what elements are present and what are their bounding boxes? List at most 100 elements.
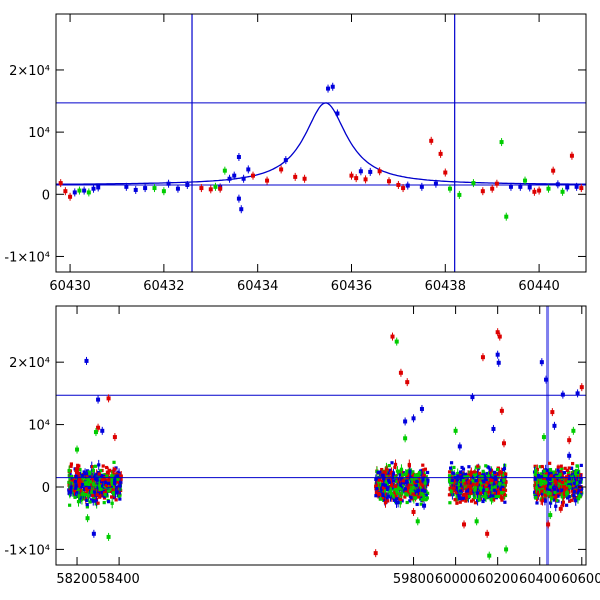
noise-point: [455, 485, 459, 489]
noise-point: [90, 465, 95, 469]
noise-point: [465, 477, 469, 481]
noise-point: [558, 472, 562, 476]
noise-point: [404, 472, 408, 476]
noise-point: [88, 483, 92, 487]
data-point: [106, 396, 111, 401]
noise-point: [489, 494, 493, 498]
noise-point: [574, 499, 578, 503]
noise-point: [396, 471, 401, 475]
noise-point: [492, 477, 496, 481]
noise-point: [101, 464, 105, 468]
noise-point: [85, 480, 89, 485]
noise-point: [392, 479, 396, 483]
noise-point: [113, 491, 118, 495]
noise-point: [406, 487, 410, 491]
noise-point: [92, 490, 97, 494]
data-point: [246, 167, 251, 172]
noise-point: [491, 496, 495, 500]
noise-point: [111, 492, 116, 496]
noise-point: [380, 479, 385, 483]
noise-point: [425, 481, 429, 485]
noise-point: [533, 477, 537, 481]
noise-point: [383, 498, 387, 503]
noise-point: [538, 478, 542, 482]
noise-point: [501, 487, 506, 492]
noise-point: [84, 485, 88, 489]
noise-point: [540, 484, 544, 489]
noise-point: [484, 488, 489, 492]
noise-point: [448, 470, 452, 474]
noise-point: [543, 493, 547, 497]
data-point: [560, 189, 565, 194]
noise-point: [533, 490, 537, 494]
data-point: [85, 516, 90, 521]
noise-point: [554, 504, 558, 508]
noise-point: [106, 481, 111, 485]
y-tick-label: -1×10⁴: [4, 250, 50, 265]
zoom-window-band: [546, 306, 550, 565]
noise-point: [500, 491, 504, 495]
noise-point: [399, 467, 404, 471]
noise-point: [385, 487, 390, 492]
data-point: [443, 170, 448, 175]
noise-point: [450, 478, 454, 482]
noise-point: [110, 501, 114, 505]
data-point: [551, 168, 556, 173]
noise-point: [560, 495, 565, 499]
noise-point: [382, 476, 386, 481]
data-point: [398, 370, 403, 375]
noise-point: [405, 469, 409, 473]
noise-point: [103, 489, 107, 493]
noise-point: [88, 474, 92, 478]
noise-point: [491, 480, 495, 485]
noise-point: [115, 490, 119, 494]
data-point: [429, 138, 434, 143]
data-point: [504, 214, 509, 219]
noise-point: [483, 492, 487, 496]
noise-point: [77, 494, 81, 498]
noise-point: [460, 465, 464, 470]
data-point: [330, 84, 335, 89]
noise-point: [386, 471, 390, 475]
noise-point: [96, 501, 100, 505]
noise-point: [99, 473, 104, 478]
noise-point: [80, 496, 84, 500]
noise-point: [382, 474, 386, 478]
noise-point: [548, 477, 552, 481]
noise-point: [463, 481, 467, 485]
noise-point: [71, 490, 75, 494]
noise-point: [76, 490, 80, 495]
noise-point: [419, 502, 423, 506]
noise-point: [447, 493, 452, 497]
noise-point: [393, 462, 398, 467]
noise-point: [404, 479, 409, 483]
data-point: [363, 177, 368, 182]
noise-point: [67, 468, 71, 473]
noise-point: [69, 464, 73, 468]
noise-point: [393, 490, 397, 494]
noise-point: [472, 470, 476, 474]
noise-point: [477, 495, 481, 499]
y-tick-label: 2×10⁴: [9, 64, 50, 79]
noise-point: [98, 495, 102, 499]
noise-point: [405, 481, 409, 485]
noise-point: [578, 486, 582, 490]
data-point: [550, 410, 555, 415]
noise-point: [567, 466, 571, 470]
data-point: [394, 339, 399, 344]
noise-point: [382, 489, 387, 493]
noise-point: [494, 494, 498, 499]
noise-point: [542, 490, 546, 494]
noise-point: [565, 482, 569, 487]
noise-point: [383, 483, 388, 488]
noise-point: [88, 480, 93, 484]
y-tick-label: 0: [42, 481, 50, 496]
noise-point: [449, 469, 453, 473]
data-point: [499, 140, 504, 145]
data-point: [82, 188, 87, 193]
noise-point: [482, 488, 486, 492]
noise-point: [453, 479, 457, 483]
noise-point: [481, 499, 485, 504]
noise-point: [487, 466, 491, 470]
noise-point: [91, 493, 95, 498]
